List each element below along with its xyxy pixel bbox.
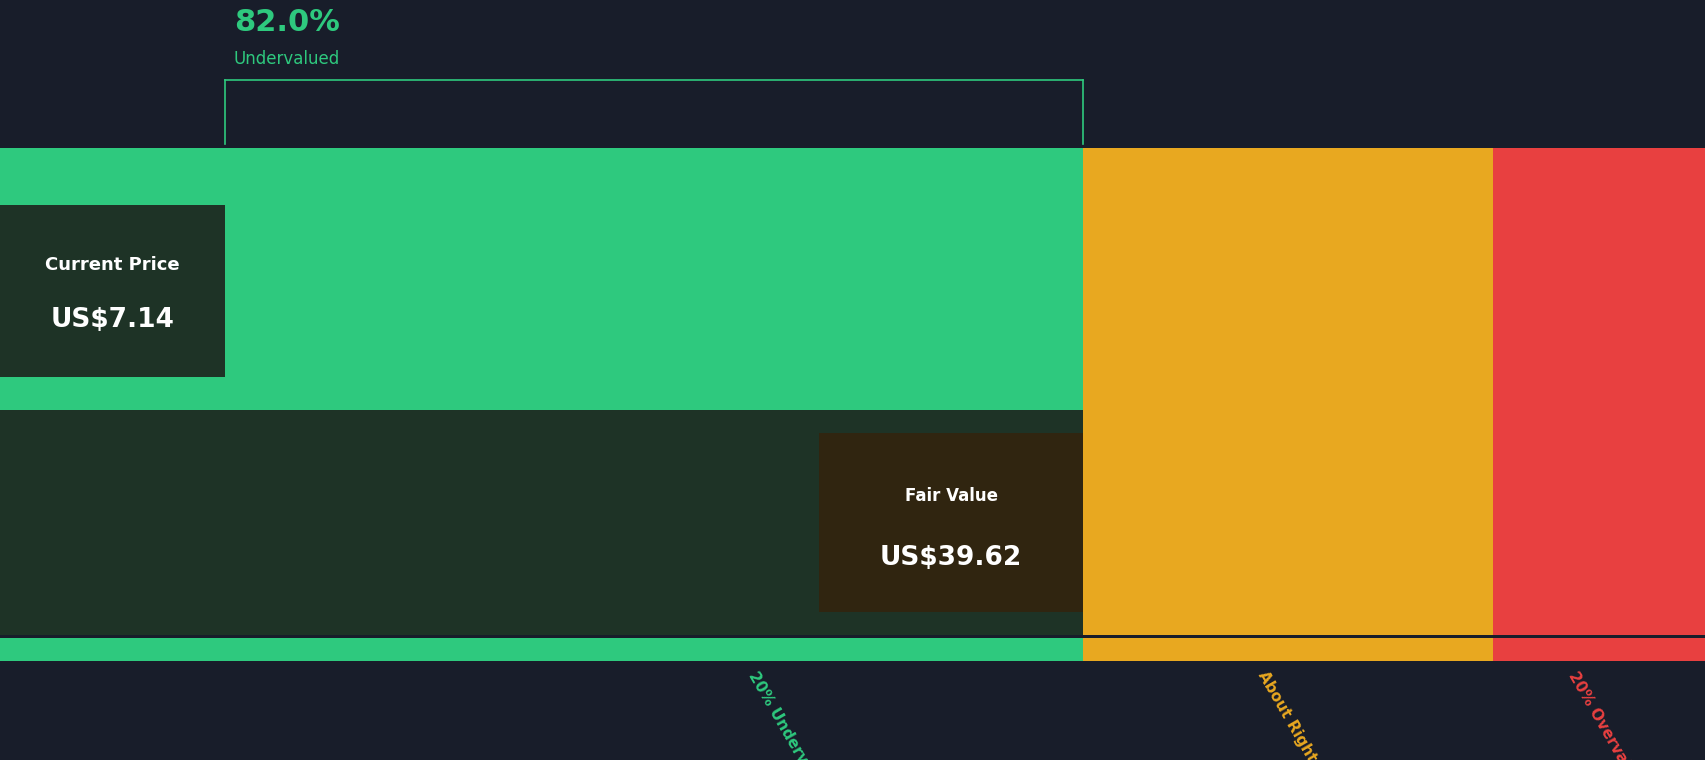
Bar [1083, 148, 1492, 171]
Text: Current Price: Current Price [46, 256, 179, 274]
Text: About Right: About Right [1253, 669, 1318, 760]
Bar [0, 638, 1083, 661]
Bar [1492, 410, 1705, 635]
Bar [1492, 171, 1705, 410]
Bar [1083, 171, 1492, 410]
Text: Undervalued: Undervalued [234, 49, 339, 68]
Text: 82.0%: 82.0% [234, 8, 339, 37]
Bar [0, 410, 1083, 635]
Bar [0, 204, 225, 377]
Text: 20% Overvalued: 20% Overvalued [1563, 669, 1647, 760]
Bar [1083, 638, 1492, 661]
Text: 20% Undervalued: 20% Undervalued [745, 669, 834, 760]
Bar [1492, 148, 1705, 171]
Bar [1083, 410, 1492, 635]
Bar [0, 171, 1083, 410]
Bar [0, 148, 1083, 171]
Text: US$39.62: US$39.62 [880, 546, 1021, 572]
Text: US$7.14: US$7.14 [51, 307, 174, 333]
Bar [818, 433, 1083, 613]
Text: Fair Value: Fair Value [904, 486, 997, 505]
Bar [1492, 638, 1705, 661]
